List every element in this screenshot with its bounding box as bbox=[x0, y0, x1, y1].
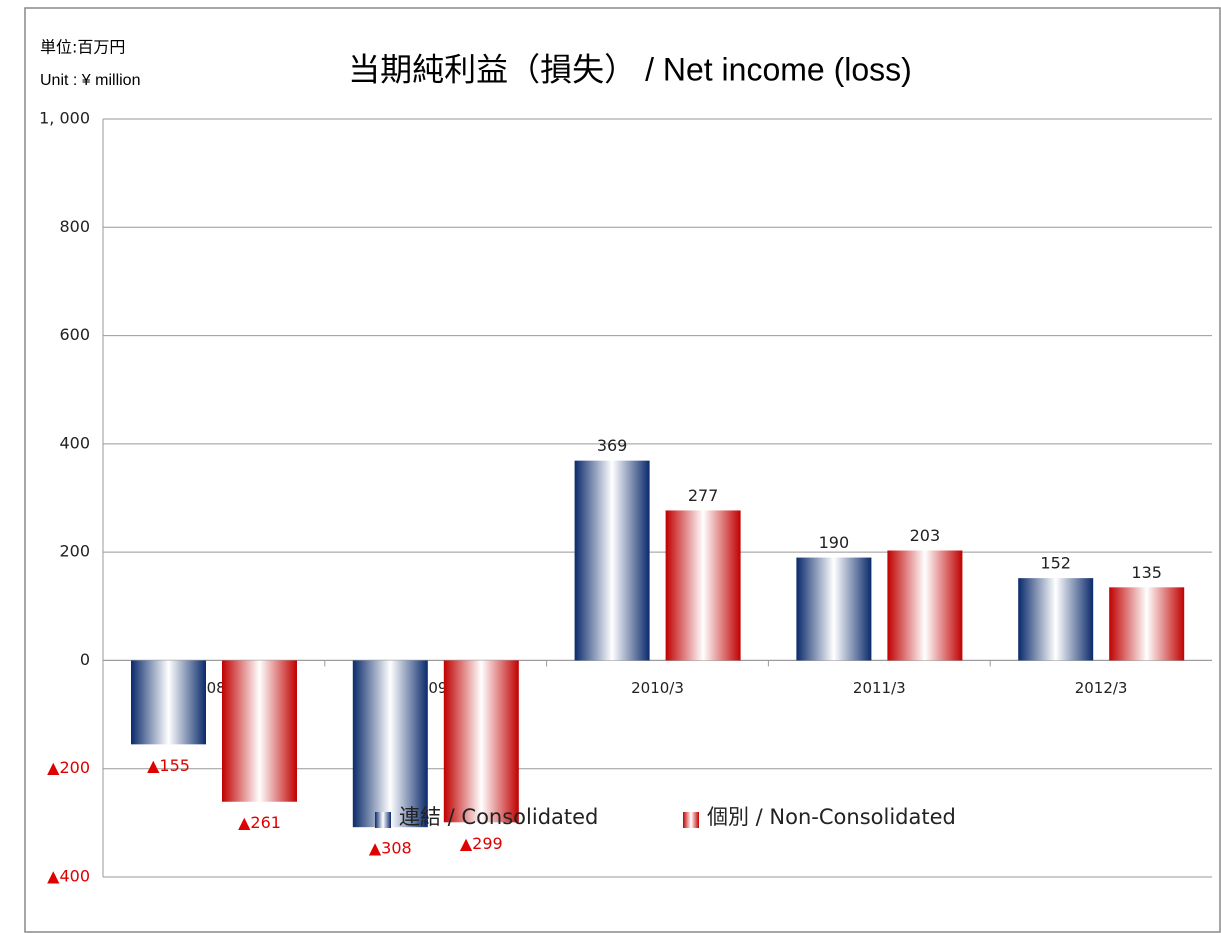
x-tick-label: 2010/3 bbox=[631, 679, 684, 697]
y-tick-label: ▲200 bbox=[47, 758, 90, 777]
bar bbox=[887, 550, 963, 661]
value-label: 203 bbox=[910, 526, 941, 545]
value-label: 135 bbox=[1131, 563, 1162, 582]
bar bbox=[1018, 578, 1094, 661]
legend-swatch bbox=[375, 812, 391, 828]
value-label: ▲299 bbox=[460, 834, 503, 853]
legend-label: 個別 / Non-Consolidated bbox=[707, 805, 956, 829]
bar bbox=[665, 510, 741, 661]
y-tick-label: ▲400 bbox=[47, 867, 90, 886]
legend-swatch bbox=[683, 812, 699, 828]
y-tick-label: 0 bbox=[80, 650, 90, 669]
y-tick-label: 400 bbox=[59, 433, 90, 452]
bar bbox=[796, 557, 872, 661]
bar bbox=[131, 660, 206, 745]
chart-title: 当期純利益（損失） / Net income (loss) bbox=[348, 51, 912, 87]
bar bbox=[574, 460, 650, 661]
value-label: 190 bbox=[819, 533, 850, 552]
bar bbox=[1109, 587, 1185, 661]
x-tick-label: 2011/3 bbox=[853, 679, 906, 697]
y-tick-label: 1, 000 bbox=[39, 109, 90, 128]
unit-label-ja: 単位:百万円 bbox=[40, 38, 125, 57]
value-label: ▲308 bbox=[369, 839, 412, 858]
value-label: 152 bbox=[1040, 554, 1071, 573]
unit-label-en: Unit : ¥ million bbox=[40, 72, 140, 89]
y-tick-label: 600 bbox=[59, 325, 90, 344]
value-label: ▲155 bbox=[147, 756, 190, 775]
value-label: 369 bbox=[597, 436, 628, 455]
legend-label: 連結 / Consolidated bbox=[399, 805, 598, 829]
y-tick-label: 800 bbox=[59, 217, 90, 236]
value-label: 277 bbox=[688, 486, 719, 505]
value-label: ▲261 bbox=[238, 813, 281, 832]
bar bbox=[443, 660, 519, 823]
y-tick-label: 200 bbox=[59, 542, 90, 561]
bar bbox=[222, 660, 297, 802]
x-tick-label: 2012/3 bbox=[1075, 679, 1128, 697]
bar bbox=[352, 660, 428, 828]
